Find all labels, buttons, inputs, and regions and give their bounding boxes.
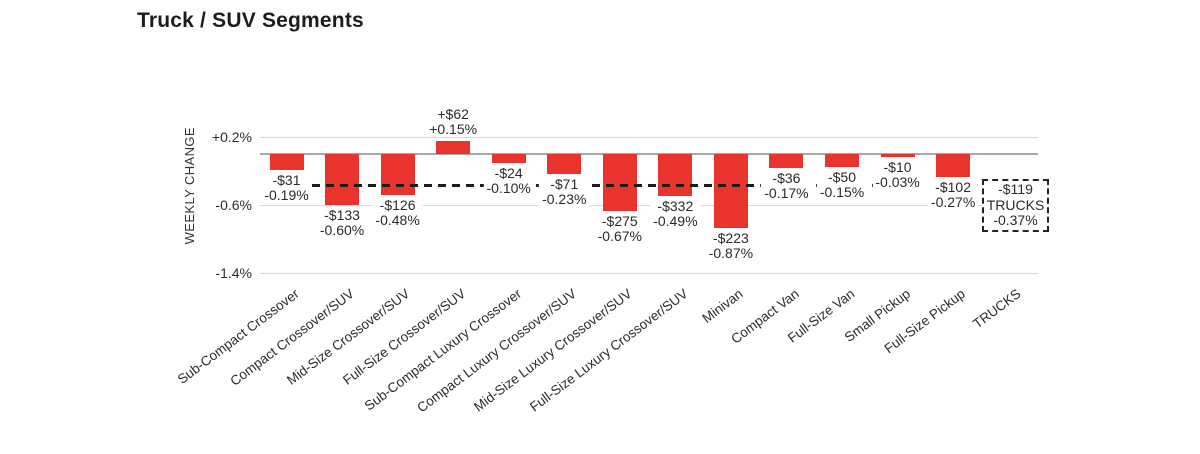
trucks-summary-box: -$119 TRUCKS -0.37% xyxy=(982,179,1049,232)
bar-percent-value: -0.23% xyxy=(542,190,587,207)
bar-percent-value: -0.15% xyxy=(819,183,865,200)
bar-percent-value: -0.27% xyxy=(930,193,976,210)
bar-dollar-value: -$332 xyxy=(657,197,694,214)
bar xyxy=(658,154,693,196)
bar-percent-value: -0.67% xyxy=(597,227,642,244)
bar-value-label: -$36 -0.17% xyxy=(761,170,812,202)
bar xyxy=(269,154,304,171)
bar-percent-value: -0.10% xyxy=(486,179,531,196)
gridline xyxy=(260,273,1038,274)
trucks-dollar-value: -$119 xyxy=(998,181,1033,198)
y-tick-label: -1.4% xyxy=(215,265,252,281)
bar-dollar-value: -$71 xyxy=(550,175,579,192)
gridline xyxy=(260,205,1038,206)
bar-dollar-value: +$62 xyxy=(437,106,469,123)
bar-value-label: -$31 -0.19% xyxy=(261,172,312,204)
bar-value-label: -$102 -0.27% xyxy=(927,178,979,210)
bar-percent-value: +0.15% xyxy=(429,121,478,138)
bar-percent-value: -0.03% xyxy=(875,173,920,190)
bar xyxy=(602,154,637,211)
bar-dollar-value: -$31 xyxy=(272,172,301,189)
bar-dollar-value: -$133 xyxy=(324,207,360,223)
y-axis-label-wrap: WEEKLY CHANGE xyxy=(179,127,199,245)
bar xyxy=(769,154,804,169)
bar-percent-value: -0.60% xyxy=(319,222,365,238)
bar xyxy=(936,154,971,177)
bar-value-label: -$50 -0.15% xyxy=(816,168,868,200)
bar-value-label: -$133 -0.60% xyxy=(316,207,368,238)
bar xyxy=(825,154,859,167)
trucks-label: TRUCKS xyxy=(986,196,1045,213)
bar xyxy=(547,154,582,174)
bar-dollar-value: -$223 xyxy=(712,229,749,246)
trucks-percent-value: -0.37% xyxy=(993,212,1038,229)
bar-dollar-value: -$36 xyxy=(772,170,801,187)
bar-dollar-value: -$10 xyxy=(883,158,912,175)
bar-value-label: -$275 -0.67% xyxy=(594,212,645,244)
x-axis-label: Minivan xyxy=(699,286,746,326)
bar-value-label: -$332 -0.49% xyxy=(650,197,701,229)
bar-value-label: -$126 -0.48% xyxy=(372,196,423,228)
y-tick-label: +0.2% xyxy=(211,129,252,145)
bar-percent-value: -0.49% xyxy=(653,212,698,229)
bar-percent-value: -0.48% xyxy=(375,211,420,228)
bar xyxy=(436,141,471,154)
bar xyxy=(380,154,415,195)
bar xyxy=(880,154,915,157)
bar-dollar-value: -$102 xyxy=(935,178,971,195)
y-axis-label: WEEKLY CHANGE xyxy=(181,127,197,245)
bar-percent-value: -0.17% xyxy=(764,185,809,202)
y-tick-label: -0.6% xyxy=(215,197,252,213)
zero-axis-line xyxy=(260,153,1038,155)
bar-dollar-value: -$275 xyxy=(601,212,638,229)
gridline xyxy=(260,137,1038,138)
bar-value-label: -$71 -0.23% xyxy=(539,175,590,207)
bar-dollar-value: -$24 xyxy=(494,164,523,181)
bar-value-label: -$223 -0.87% xyxy=(705,229,757,261)
trucks-average-line xyxy=(270,184,982,187)
bar-dollar-value: -$50 xyxy=(827,168,857,185)
bar xyxy=(491,154,526,163)
bar xyxy=(325,154,360,205)
bar-percent-value: -0.19% xyxy=(264,187,309,204)
x-axis-label: TRUCKS xyxy=(970,286,1024,332)
bar-value-label: -$10 -0.03% xyxy=(872,158,923,190)
bar-dollar-value: -$126 xyxy=(379,196,416,213)
bar-value-label: +$62 +0.15% xyxy=(426,106,481,138)
bar-percent-value: -0.87% xyxy=(708,244,754,261)
bar xyxy=(713,154,748,228)
chart-title: Truck / SUV Segments xyxy=(137,9,364,32)
bar-value-label: -$24 -0.10% xyxy=(483,164,534,196)
